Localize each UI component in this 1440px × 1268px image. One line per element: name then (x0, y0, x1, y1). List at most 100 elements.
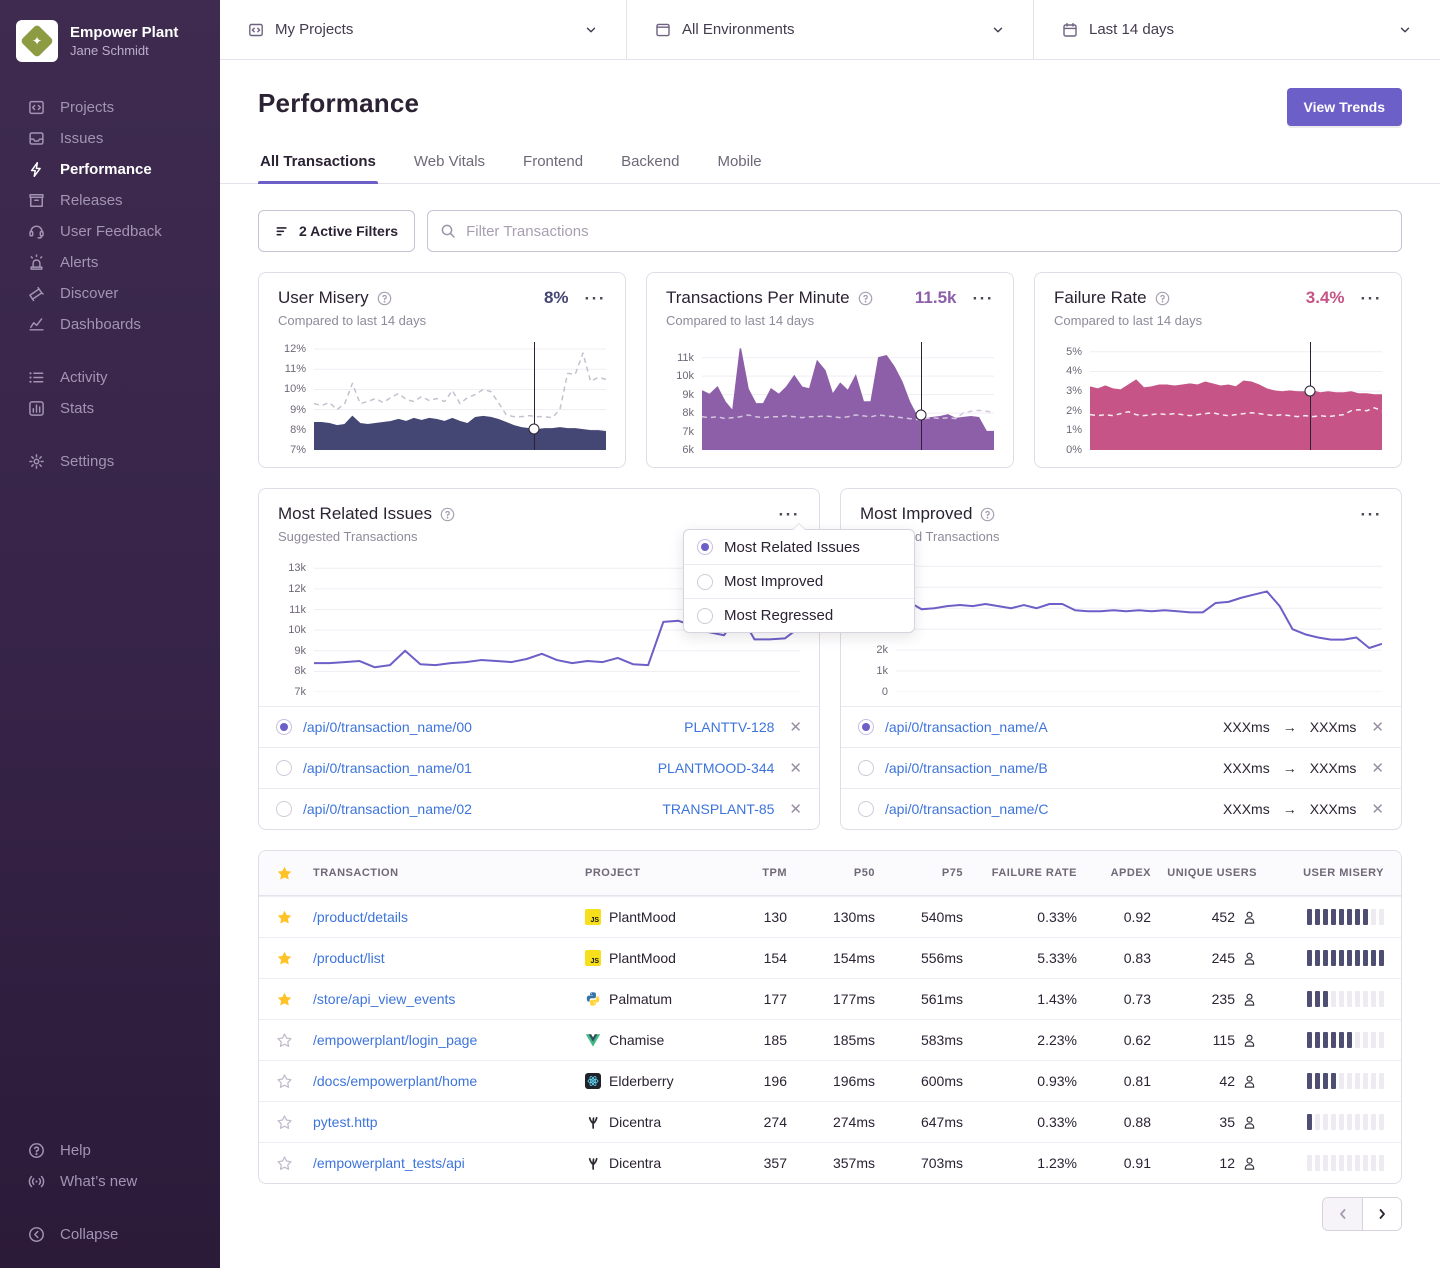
tab-all-transactions[interactable]: All Transactions (258, 140, 378, 183)
close-icon[interactable]: ✕ (1371, 800, 1384, 818)
star-toggle[interactable] (276, 1073, 297, 1090)
sidebar-item-discover[interactable]: Discover (0, 278, 220, 309)
more-options-button[interactable]: ··· (779, 506, 800, 523)
environment-selector[interactable]: All Environments (627, 0, 1034, 59)
tab-web-vitals[interactable]: Web Vitals (412, 140, 487, 183)
sidebar-item-stats[interactable]: Stats (0, 393, 220, 424)
alerts-icon (27, 254, 45, 271)
transaction-link[interactable]: /empowerplant/login_page (313, 1032, 477, 1048)
transaction-link[interactable]: /api/0/transaction_name/02 (303, 801, 651, 817)
sidebar-item-releases[interactable]: Releases (0, 185, 220, 216)
previous-page-button[interactable] (1323, 1198, 1362, 1230)
sidebar-item-help[interactable]: Help (0, 1135, 220, 1166)
help-icon[interactable] (440, 507, 455, 522)
transaction-link[interactable]: /api/0/transaction_name/A (885, 719, 1212, 735)
p50-value: 177ms (795, 991, 883, 1007)
p75-value: 540ms (883, 909, 971, 925)
close-icon[interactable]: ✕ (789, 718, 802, 736)
chart-crosshair (921, 342, 922, 450)
tab-mobile[interactable]: Mobile (715, 140, 763, 183)
issue-link[interactable]: TRANSPLANT-85 (662, 801, 774, 817)
transaction-link[interactable]: /product/details (313, 909, 408, 925)
close-icon[interactable]: ✕ (789, 759, 802, 777)
list-item: /api/0/transaction_name/00 PLANTTV-128 ✕ (259, 706, 819, 747)
radio-button[interactable] (858, 760, 874, 776)
star-toggle[interactable] (276, 909, 297, 926)
sidebar-item-label: Projects (60, 99, 114, 116)
transaction-link[interactable]: /api/0/transaction_name/B (885, 760, 1212, 776)
tab-backend[interactable]: Backend (619, 140, 681, 183)
help-icon[interactable] (377, 291, 392, 306)
sidebar-item-settings[interactable]: Settings (0, 446, 220, 477)
apdex-value: 0.62 (1085, 1032, 1159, 1048)
menu-option-most-related-issues[interactable]: Most Related Issues (684, 530, 914, 564)
transaction-link[interactable]: /api/0/transaction_name/01 (303, 760, 647, 776)
active-filters-button[interactable]: 2 Active Filters (258, 210, 415, 252)
radio-button[interactable] (858, 719, 874, 735)
daterange-selector[interactable]: Last 14 days (1034, 0, 1440, 59)
p75-value: 561ms (883, 991, 971, 1007)
sidebar-item-label: Dashboards (60, 316, 141, 333)
sidebar-item-feedback[interactable]: User Feedback (0, 216, 220, 247)
menu-option-most-improved[interactable]: Most Improved (684, 564, 914, 598)
radio-button[interactable] (276, 760, 292, 776)
transaction-link[interactable]: /store/api_view_events (313, 991, 455, 1007)
next-page-button[interactable] (1362, 1198, 1401, 1230)
search-input[interactable] (427, 210, 1402, 252)
p50-value: 154ms (795, 950, 883, 966)
transaction-link[interactable]: /empowerplant_tests/api (313, 1155, 465, 1171)
sidebar-item-whatsnew[interactable]: What’s new (0, 1166, 220, 1197)
help-icon (27, 1142, 45, 1159)
chart-marker-dot (916, 409, 927, 420)
transaction-link[interactable]: /api/0/transaction_name/00 (303, 719, 673, 735)
user-icon (1242, 992, 1257, 1007)
sidebar-item-issues[interactable]: Issues (0, 123, 220, 154)
help-icon[interactable] (858, 291, 873, 306)
org-user: Jane Schmidt (70, 43, 178, 58)
sidebar-item-performance[interactable]: Performance (0, 154, 220, 185)
p50-value: 196ms (795, 1073, 883, 1089)
transaction-link[interactable]: /docs/empowerplant/home (313, 1073, 477, 1089)
more-options-button[interactable]: ··· (973, 290, 994, 307)
project-cell: Palmatum (585, 991, 721, 1007)
star-toggle[interactable] (276, 1155, 297, 1172)
sidebar-item-activity[interactable]: Activity (0, 362, 220, 393)
more-options-button[interactable]: ··· (585, 290, 606, 307)
help-icon[interactable] (980, 507, 995, 522)
radio-button[interactable] (276, 719, 292, 735)
pagination (1322, 1197, 1402, 1231)
sidebar-item-label: Alerts (60, 254, 98, 271)
close-icon[interactable]: ✕ (789, 800, 802, 818)
radio-button[interactable] (276, 801, 292, 817)
column-header: FAILURE RATE (971, 867, 1085, 879)
project-selector[interactable]: My Projects (220, 0, 627, 59)
star-toggle[interactable] (276, 1114, 297, 1131)
sidebar-item-alerts[interactable]: Alerts (0, 247, 220, 278)
whatsnew-icon (27, 1173, 45, 1190)
sidebar-item-dashboards[interactable]: Dashboards (0, 309, 220, 340)
sidebar-collapse-button[interactable]: Collapse (0, 1219, 220, 1250)
star-toggle[interactable] (276, 950, 297, 967)
issue-link[interactable]: PLANTMOOD-344 (658, 760, 775, 776)
sidebar-item-label: Releases (60, 192, 123, 209)
more-options-button[interactable]: ··· (1361, 506, 1382, 523)
close-icon[interactable]: ✕ (1371, 759, 1384, 777)
sidebar-item-label: Performance (60, 161, 152, 178)
more-options-button[interactable]: ··· (1361, 290, 1382, 307)
transaction-link[interactable]: /api/0/transaction_name/C (885, 801, 1212, 817)
column-header: APDEX (1085, 867, 1159, 879)
issue-link[interactable]: PLANTTV-128 (684, 719, 774, 735)
radio-button[interactable] (858, 801, 874, 817)
star-toggle[interactable] (276, 991, 297, 1008)
close-icon[interactable]: ✕ (1371, 718, 1384, 736)
menu-option-most-regressed[interactable]: Most Regressed (684, 598, 914, 632)
card-subtitle: Compared to last 14 days (666, 313, 994, 328)
help-icon[interactable] (1155, 291, 1170, 306)
tab-frontend[interactable]: Frontend (521, 140, 585, 183)
view-trends-button[interactable]: View Trends (1287, 88, 1402, 126)
org-switcher[interactable]: ✦ Empower Plant Jane Schmidt (0, 12, 220, 68)
star-toggle[interactable] (276, 1032, 297, 1049)
sidebar-item-projects[interactable]: Projects (0, 92, 220, 123)
transaction-link[interactable]: pytest.http (313, 1114, 378, 1130)
transaction-link[interactable]: /product/list (313, 950, 385, 966)
